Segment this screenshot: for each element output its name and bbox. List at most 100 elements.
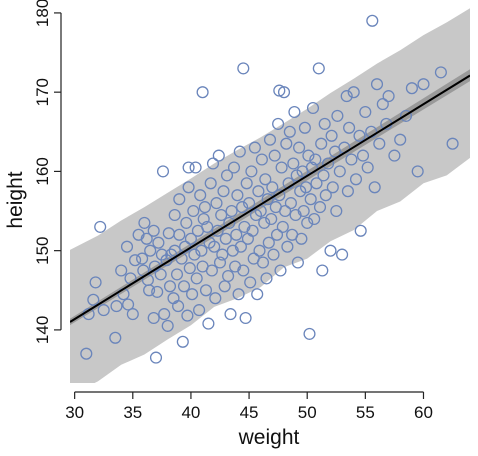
data-point (126, 308, 139, 321)
data-point (80, 347, 93, 360)
data-point (211, 224, 224, 237)
data-point (331, 109, 344, 122)
data-point (209, 292, 222, 305)
data-point (187, 204, 200, 218)
data-point (189, 161, 202, 174)
data-point (318, 117, 331, 130)
data-point (138, 216, 151, 229)
data-point (304, 193, 317, 206)
data-point (388, 149, 401, 162)
data-point (233, 145, 246, 158)
data-point (129, 254, 142, 267)
x-tick-label: 60 (414, 403, 433, 422)
data-point (376, 98, 389, 111)
data-point (270, 228, 284, 241)
data-point (143, 284, 156, 297)
data-point (110, 300, 123, 313)
data-point (190, 272, 203, 285)
data-point (359, 105, 372, 119)
x-tick-label: 30 (65, 403, 84, 422)
data-point (258, 216, 271, 229)
x-tick-label: 40 (181, 403, 200, 422)
data-point (158, 308, 171, 321)
data-point (196, 86, 209, 99)
data-point (382, 90, 395, 103)
data-point (109, 331, 122, 344)
data-point (295, 232, 308, 245)
data-point (267, 248, 280, 261)
data-point (152, 236, 165, 249)
data-point (151, 285, 164, 298)
data-point (252, 185, 265, 198)
data-point (239, 311, 252, 325)
data-point (115, 264, 128, 277)
data-point (240, 177, 253, 190)
data-point (319, 189, 332, 202)
data-point (122, 298, 135, 311)
data-point (97, 304, 110, 317)
data-point (255, 153, 268, 166)
x-tick-label: 50 (298, 403, 317, 422)
data-point (176, 335, 189, 348)
data-point (347, 86, 360, 99)
data-point (405, 82, 418, 95)
data-point (217, 185, 230, 198)
data-point (343, 121, 356, 134)
data-point (230, 228, 243, 241)
data-point (361, 161, 374, 174)
y-tick-label: 170 (33, 78, 52, 106)
data-point (144, 244, 157, 257)
data-point (434, 66, 447, 79)
data-point (266, 181, 279, 194)
data-point (224, 308, 237, 321)
data-point (227, 161, 241, 174)
data-point (222, 269, 235, 283)
data-point (333, 165, 346, 178)
data-point (336, 248, 349, 261)
data-point (263, 133, 277, 146)
data-point (154, 268, 167, 281)
data-point (324, 244, 337, 257)
data-point (306, 101, 320, 115)
data-point (94, 220, 107, 233)
data-point (411, 165, 424, 178)
data-point (243, 197, 256, 210)
data-point (325, 129, 338, 142)
data-point (253, 244, 266, 257)
data-point (173, 228, 186, 241)
data-point (208, 240, 221, 253)
y-axis-title: height (4, 171, 27, 228)
x-axis-title: weight (238, 426, 300, 449)
data-point (201, 220, 214, 233)
data-point (184, 232, 197, 245)
data-point (163, 280, 177, 293)
data-point (197, 212, 210, 226)
data-point (140, 232, 153, 245)
data-point (261, 193, 274, 206)
data-point (198, 201, 211, 214)
data-point (276, 220, 289, 233)
data-point (283, 125, 296, 138)
data-point (417, 78, 430, 91)
data-point (161, 319, 174, 332)
data-point (147, 224, 160, 237)
data-point (204, 177, 217, 190)
data-point (340, 90, 353, 103)
data-point (212, 149, 225, 162)
data-point (193, 304, 206, 317)
data-point (244, 276, 257, 289)
data-point (326, 181, 339, 194)
data-point (246, 224, 259, 237)
data-point (180, 216, 193, 229)
data-point (279, 204, 292, 218)
data-point (199, 284, 213, 297)
data-point (262, 236, 275, 249)
data-point (368, 181, 381, 194)
data-point (313, 201, 327, 214)
y-tick-label: 150 (33, 237, 52, 265)
y-tick-label: 180 (33, 0, 52, 27)
data-point (446, 137, 459, 150)
data-point (310, 177, 323, 190)
data-point (394, 133, 407, 146)
